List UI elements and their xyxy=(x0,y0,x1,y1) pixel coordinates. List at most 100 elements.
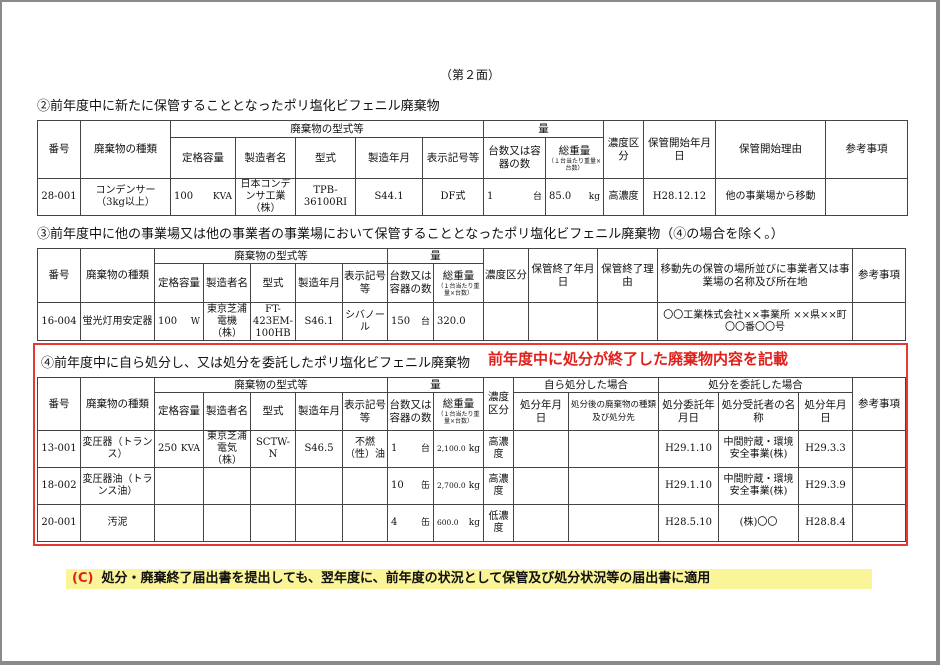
header-conc: 濃度区分 xyxy=(603,120,645,179)
cell-kind: 汚泥 xyxy=(80,504,155,542)
value-with-unit: 150 台 xyxy=(389,316,432,328)
cell-value: 150 xyxy=(391,315,411,327)
value-with-unit: 10 缶 xyxy=(389,480,432,492)
header-weight-label: 総重量 xyxy=(442,269,475,282)
header-notes: 参考事項 xyxy=(825,120,909,179)
cell-mfg: S46.1 xyxy=(295,302,343,341)
header-self-group: 自ら処分した場合 xyxy=(513,377,660,393)
header-mfg: 製造年月 xyxy=(295,263,343,303)
header-no: 番号 xyxy=(37,377,81,431)
cell-self-date xyxy=(513,430,570,468)
table-row: 20-001 汚泥 4 缶 600.0 kg 低濃度 H28.5.10 (株)〇〇 H28.8.4 xyxy=(37,504,907,542)
header-maker: 製造者名 xyxy=(203,263,251,303)
cell-contractor: 中間貯蔵・環境安全事業(株) xyxy=(718,430,800,468)
header-end-date: 保管終了年月日 xyxy=(528,248,599,303)
cell-weight: 2,700.0 kg xyxy=(433,467,485,505)
cell-mark xyxy=(341,504,389,542)
section3-title: ③前年度中に他の事業場又は他の事業者の事業場において保管することとなったポリ塩化… xyxy=(37,227,784,242)
cell-value: 600.0 xyxy=(437,518,459,527)
cell-conc: 高濃度 xyxy=(603,178,645,216)
page-label: （第２面） xyxy=(439,68,500,82)
cell-model xyxy=(250,504,296,542)
cell-mfg: S44.1 xyxy=(355,178,423,216)
cell-mfg: S46.5 xyxy=(295,430,343,468)
table-row: 13-001 変圧器（トランス） 250 KVA 東京芝浦電気（株） SCTW-N S46.… xyxy=(37,430,907,468)
cell-maker: 東京芝浦電機（株） xyxy=(203,302,251,341)
cell-entrust-date: H29.1.10 xyxy=(658,430,720,468)
cell-conc: 高濃度 xyxy=(483,467,515,505)
header-contractor: 処分受託者の名称 xyxy=(718,392,800,431)
header-no: 番号 xyxy=(37,248,81,303)
cell-value: 1 xyxy=(487,191,494,202)
cell-mfg xyxy=(295,504,343,542)
cell-unit: kg xyxy=(468,481,481,491)
header-destination: 移動先の保管の場所並びに事業者又は事業場の名称及び所在地 xyxy=(657,248,854,303)
cell-kind: コンデンサー（3kg以上） xyxy=(80,178,171,216)
cell-mfg xyxy=(295,467,343,505)
header-qty-group: 量 xyxy=(387,377,485,393)
cell-self-date xyxy=(513,504,570,542)
cell-conc xyxy=(483,302,530,341)
header-mark: 表示記号等 xyxy=(341,392,389,431)
cell-value: 100 xyxy=(158,315,178,327)
cell-no: 28-001 xyxy=(37,178,81,216)
value-with-unit: 85.0 kg xyxy=(547,191,602,203)
cell-notes xyxy=(852,504,907,542)
footer-note: (C) 処分・廃棄終了届出書を提出しても、翌年度に、前年度の状況として保管及び処分… xyxy=(66,569,872,589)
cell-disposal-date: H28.8.4 xyxy=(798,504,854,542)
header-mark: 表示記号等 xyxy=(341,263,389,303)
cell-mark: シバノール xyxy=(341,302,389,341)
cell-kind: 変圧器（トランス） xyxy=(80,430,155,468)
cell-maker xyxy=(203,504,251,542)
header-end-reason: 保管終了理由 xyxy=(597,248,659,303)
highlight-box xyxy=(33,343,908,546)
value-with-unit: 2,100.0 kg xyxy=(435,443,482,455)
header-conc: 濃度区分 xyxy=(483,248,530,303)
cell-weight: 600.0 kg xyxy=(433,504,485,542)
cell-value: 100 xyxy=(174,191,194,202)
header-mfg: 製造年月 xyxy=(355,137,423,179)
header-rating: 定格容量 xyxy=(154,392,204,431)
cell-unit: 台 xyxy=(533,192,543,202)
cell-contractor: (株)〇〇 xyxy=(718,504,800,542)
cell-value: 10 xyxy=(391,480,404,491)
cell-kind: 変圧器油（トランス油） xyxy=(80,467,155,505)
header-entrust-date: 処分委託年月日 xyxy=(658,392,720,431)
cell-conc: 低濃度 xyxy=(483,504,515,542)
cell-unit: KVA xyxy=(180,444,200,454)
header-weight-note: （１台当たり重量×台数） xyxy=(548,157,602,172)
header-kind: 廃棄物の種類 xyxy=(80,377,155,431)
header-qty-group: 量 xyxy=(483,120,605,138)
header-notes: 参考事項 xyxy=(852,377,907,431)
cell-end-reason xyxy=(597,302,659,341)
header-count: 台数又は容器の数 xyxy=(387,263,435,303)
cell-value: 2,700.0 xyxy=(437,481,466,490)
cell-start-date: H28.12.12 xyxy=(643,178,717,216)
cell-maker: 東京芝浦電気（株） xyxy=(203,430,251,468)
header-weight: 総重量 （１台当たり重量×台数） xyxy=(545,137,605,179)
header-weight-note: （１台当たり重量×台数） xyxy=(437,282,480,297)
header-maker: 製造者名 xyxy=(203,392,251,431)
cell-unit: 台 xyxy=(421,444,431,454)
value-with-unit: 600.0 kg xyxy=(435,517,482,529)
header-no: 番号 xyxy=(37,120,81,179)
cell-model: FT-423EM-100HB xyxy=(250,302,296,341)
header-weight-label: 総重量 xyxy=(558,144,591,157)
cell-count: 150 台 xyxy=(387,302,435,341)
header-model: 型式 xyxy=(250,263,296,303)
cell-rating: 100 W xyxy=(154,302,204,341)
cell-disposal-date: H29.3.3 xyxy=(798,430,854,468)
cell-start-reason: 他の事業場から移動 xyxy=(715,178,827,216)
header-count: 台数又は容器の数 xyxy=(387,392,435,431)
table-row: 28-001 コンデンサー（3kg以上） 100 KVA 日本コンデンサ工業（株） TPB… xyxy=(37,178,909,216)
footer-marker: (C) xyxy=(72,571,94,586)
header-maker: 製造者名 xyxy=(235,137,296,179)
section4-table: 番号 廃棄物の種類 廃棄物の型式等 量 濃度区分 自ら処分した場合 処分を委託し… xyxy=(37,377,907,542)
header-type-group: 廃棄物の型式等 xyxy=(153,377,389,393)
cell-mark: 不燃（性）油 xyxy=(341,430,389,468)
cell-unit: kg xyxy=(468,518,481,528)
